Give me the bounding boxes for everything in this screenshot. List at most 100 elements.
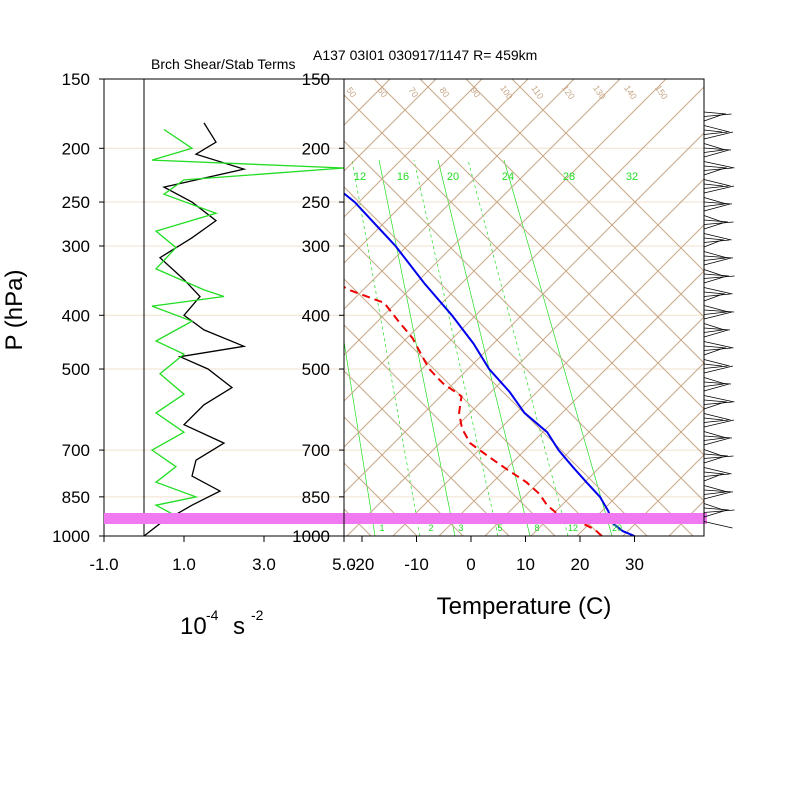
wind-barb bbox=[703, 395, 735, 403]
wind-barb bbox=[703, 435, 733, 439]
mixing-ratio-bottom-label-20: 20 bbox=[612, 523, 622, 533]
skew-t-background bbox=[0, 0, 704, 536]
adiabat-line bbox=[344, 324, 556, 536]
mixing-ratio-bottom-label-1: 1 bbox=[379, 523, 384, 533]
wind-barb bbox=[703, 431, 727, 439]
isotherm-line bbox=[344, 79, 621, 356]
wind-barb bbox=[703, 467, 732, 475]
mixing-ratio-lines bbox=[344, 159, 613, 536]
mixing-ratio-line bbox=[467, 159, 569, 536]
isotherm-line bbox=[344, 79, 483, 218]
left-ytick-label-500: 500 bbox=[62, 360, 90, 379]
wind-barb bbox=[703, 125, 730, 133]
wind-barb bbox=[703, 491, 732, 500]
left-series-group bbox=[143, 122, 344, 536]
wind-barb bbox=[703, 149, 724, 153]
mixing-ratio-bottom-labels: 1 2 3 5 8 12 20 bbox=[379, 523, 622, 533]
wind-barb bbox=[703, 221, 727, 230]
isotherm-adiabat-grid bbox=[0, 0, 704, 536]
right-plot-frame bbox=[343, 78, 705, 537]
wind-barb bbox=[703, 473, 730, 477]
adiabat-line bbox=[373, 79, 704, 410]
wind-barb bbox=[703, 275, 728, 284]
wind-barb bbox=[703, 309, 735, 313]
adiabat-line bbox=[419, 79, 704, 364]
adiabat-line bbox=[344, 370, 510, 536]
right-pressure-ticks: 150 200 250 300 400 500 700 850 1000 bbox=[292, 70, 344, 546]
wind-barb bbox=[703, 323, 725, 331]
isotherm-line bbox=[576, 408, 704, 536]
mixing-ratio-top-label-20: 20 bbox=[447, 171, 459, 183]
left-xtick-label-1.0: 1.0 bbox=[172, 555, 196, 574]
isotherm-line bbox=[438, 270, 704, 536]
skew-t-panel: 12 16 20 24 28 32 1 2 3 5 8 12 20 50 60 70 80 90 100 110 1… bbox=[0, 0, 735, 574]
mixing-ratio-top-label-24: 24 bbox=[502, 171, 514, 183]
mixing-ratio-line bbox=[351, 159, 421, 536]
wind-barb bbox=[703, 273, 730, 277]
wind-barb bbox=[703, 257, 732, 266]
temp-xtick-label-30: 30 bbox=[625, 555, 644, 574]
mixing-ratio-top-label-28: 28 bbox=[563, 171, 575, 183]
wind-barb bbox=[703, 449, 723, 457]
right-ytick-label-1000: 1000 bbox=[292, 527, 330, 546]
wind-barb bbox=[703, 255, 734, 259]
wind-barb bbox=[703, 453, 729, 457]
wind-barb bbox=[703, 167, 726, 176]
wind-barb bbox=[703, 197, 727, 205]
wind-barb bbox=[703, 383, 724, 387]
isotherm-line bbox=[344, 79, 345, 80]
mixing-ratio-line bbox=[437, 159, 531, 536]
left-x-ticks: -1.0 1.0 3.0 5.0 bbox=[89, 536, 356, 574]
wind-barb bbox=[703, 485, 728, 493]
temperature-axis-title: Temperature (C) bbox=[437, 593, 612, 620]
adiabat-line bbox=[0, 0, 279, 536]
adiabat-line bbox=[0, 0, 49, 536]
temperature-profile bbox=[344, 192, 635, 536]
wind-barb bbox=[703, 233, 732, 241]
wind-barb bbox=[703, 237, 725, 241]
wind-barb bbox=[703, 293, 724, 302]
wind-barb bbox=[703, 287, 733, 295]
shear-term-line bbox=[143, 122, 247, 536]
wind-barb bbox=[703, 251, 728, 259]
wind-barb bbox=[703, 239, 730, 243]
adiabat-line bbox=[344, 278, 602, 536]
wind-barb bbox=[703, 167, 733, 171]
left-panel-title: Brch Shear/Stab Terms bbox=[151, 56, 295, 72]
wind-barb bbox=[703, 269, 724, 277]
wind-barb bbox=[703, 345, 727, 349]
adiabat-line bbox=[0, 0, 325, 536]
wind-barb bbox=[703, 473, 723, 482]
pressure-axis-title: P (hPa) bbox=[1, 270, 28, 351]
theta-label-80: 80 bbox=[437, 85, 451, 99]
wind-barb bbox=[703, 129, 723, 133]
isotherm-line bbox=[0, 0, 336, 536]
adiabat-line bbox=[0, 0, 3, 536]
isotherm-line bbox=[0, 0, 198, 536]
wind-barb bbox=[703, 437, 731, 446]
isotherm-line bbox=[344, 79, 437, 172]
wind-barb bbox=[703, 221, 734, 225]
left-ytick-label-700: 700 bbox=[62, 441, 90, 460]
left-pressure-ticks: 150 200 250 300 400 500 700 850 1000 bbox=[52, 70, 104, 546]
units-exponent-1: -4 bbox=[206, 607, 219, 623]
wind-barb bbox=[703, 291, 726, 295]
wind-barb bbox=[703, 503, 724, 511]
right-ytick-label-200: 200 bbox=[302, 139, 330, 158]
wind-barb bbox=[703, 417, 724, 421]
wind-barb bbox=[703, 201, 733, 205]
adiabat-line bbox=[465, 79, 704, 318]
wind-barb bbox=[703, 147, 732, 151]
isotherm-line bbox=[622, 454, 704, 536]
wind-barb bbox=[703, 419, 735, 428]
wind-barb bbox=[703, 203, 731, 212]
wind-barbs bbox=[703, 111, 735, 529]
theta-label-120: 120 bbox=[560, 83, 577, 101]
wind-barb bbox=[703, 161, 735, 169]
wind-barb bbox=[703, 521, 733, 529]
wind-barb bbox=[703, 491, 726, 495]
theta-label-50: 50 bbox=[344, 85, 358, 99]
wind-barb bbox=[703, 131, 728, 135]
units-base: 10 bbox=[180, 613, 207, 640]
wind-barb bbox=[703, 359, 730, 367]
